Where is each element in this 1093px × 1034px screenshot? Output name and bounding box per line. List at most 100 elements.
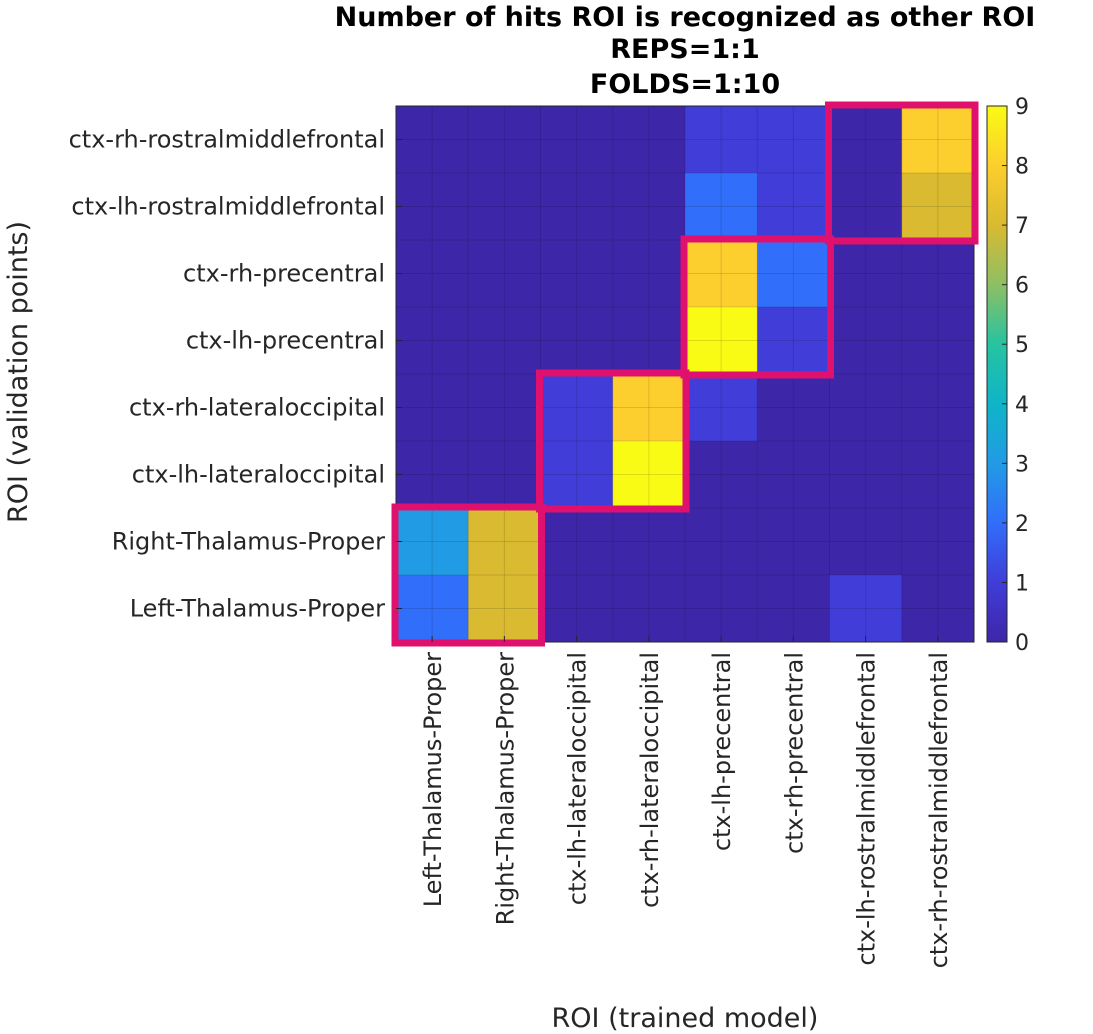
heatmap-cell: [901, 441, 975, 509]
heatmap-cell: [468, 307, 541, 375]
y-tick-label: ctx-rh-rostralmiddlefrontal: [69, 126, 385, 154]
heatmap-cell: [829, 240, 903, 308]
heatmap-cell: [757, 240, 830, 308]
heatmap-cell: [396, 106, 469, 174]
colorbar-tick-label: 9: [1015, 95, 1029, 120]
colorbar-tick-label: 0: [1015, 631, 1029, 656]
heatmap-cell: [468, 173, 541, 241]
x-tick-label: ctx-rh-lateraloccipital: [636, 652, 664, 908]
heatmap-cell: [468, 575, 541, 643]
heatmap-cell: [757, 106, 830, 174]
title-line-3: FOLDS=1:10: [590, 69, 780, 100]
heatmap-cell: [612, 307, 686, 375]
heatmap-cell: [468, 441, 541, 509]
x-tick-label: ctx-rh-rostralmiddlefrontal: [925, 652, 953, 968]
heatmap-cell: [612, 106, 686, 174]
y-tick-label: Left-Thalamus-Proper: [130, 595, 385, 623]
heatmap-cell: [612, 374, 686, 442]
heatmap-cell: [901, 374, 975, 442]
heatmap-cell: [540, 240, 614, 308]
heatmap-cell: [612, 441, 686, 509]
heatmap-cells: [396, 106, 975, 643]
heatmap-cell: [829, 307, 903, 375]
heatmap-cell: [396, 374, 469, 442]
heatmap-cell: [829, 106, 903, 174]
heatmap-cell: [901, 240, 975, 308]
heatmap-cell: [757, 307, 830, 375]
heatmap-cell: [901, 173, 975, 241]
colorbar-tick-label: 7: [1015, 214, 1029, 239]
heatmap-cell: [396, 307, 469, 375]
x-tick-label: ctx-lh-precentral: [708, 652, 736, 851]
title-line-1: Number of hits ROI is recognized as othe…: [335, 2, 1036, 33]
heatmap-cell: [396, 240, 469, 308]
x-tick-label: ctx-rh-precentral: [780, 652, 808, 854]
highlight-block: [825, 101, 979, 245]
heatmap-cell: [685, 374, 758, 442]
heatmap-cell: [757, 173, 830, 241]
colorbar-gradient: [986, 105, 1008, 643]
x-tick-label: Right-Thalamus-Proper: [491, 652, 519, 925]
y-axis-label: ROI (validation points): [3, 221, 34, 523]
heatmap-cell: [829, 173, 903, 241]
heatmap-cell: [612, 575, 686, 643]
heatmap-cell: [540, 508, 614, 576]
heatmap-cell: [685, 441, 758, 509]
heatmap-cell: [829, 374, 903, 442]
heatmap-cell: [540, 173, 614, 241]
colorbar: 0 1 2 3 4 5 6 7 8 9: [986, 95, 1029, 656]
heatmap-cell: [540, 575, 614, 643]
highlight-blocks: [391, 101, 979, 647]
x-tick-label: ctx-lh-lateraloccipital: [564, 652, 592, 905]
x-tick-labels: Left-Thalamus-Proper Right-Thalamus-Prope…: [419, 636, 953, 968]
heatmap-cell: [540, 374, 614, 442]
heatmap-cell: [685, 307, 758, 375]
heatmap-cell: [901, 508, 975, 576]
heatmap-cell: [685, 173, 758, 241]
title-line-2: REPS=1:1: [610, 34, 759, 65]
heatmap-cell: [396, 508, 469, 576]
heatmap-cell: [540, 307, 614, 375]
heatmap-cell: [612, 240, 686, 308]
y-tick-label: ctx-rh-lateraloccipital: [129, 394, 385, 422]
heatmap-cell: [757, 575, 830, 643]
heatmap-cell: [757, 441, 830, 509]
highlight-block: [680, 235, 834, 379]
heatmap-cell: [540, 106, 614, 174]
heatmap-cell: [829, 508, 903, 576]
heatmap-cell: [757, 374, 830, 442]
colorbar-tick-label: 3: [1015, 452, 1029, 477]
heatmap-cell: [829, 441, 903, 509]
x-axis-label: ROI (trained model): [552, 1003, 819, 1034]
colorbar-tick-label: 8: [1015, 155, 1029, 180]
colorbar-tick-label: 1: [1015, 571, 1029, 596]
chart-title: Number of hits ROI is recognized as othe…: [335, 2, 1036, 100]
colorbar-tick-label: 6: [1015, 274, 1029, 299]
heatmap-cell: [829, 575, 903, 643]
heatmap-cell: [685, 508, 758, 576]
heatmap-cell: [901, 106, 975, 174]
y-tick-label: ctx-lh-rostralmiddlefrontal: [71, 193, 385, 221]
x-tick-label: ctx-lh-rostralmiddlefrontal: [853, 652, 881, 966]
colorbar-tick-label: 5: [1015, 333, 1029, 358]
heatmap-cell: [540, 441, 614, 509]
heatmap-cell: [468, 374, 541, 442]
heatmap-cell: [396, 575, 469, 643]
colorbar-tick-label: 4: [1015, 393, 1029, 418]
y-tick-label: ctx-lh-lateraloccipital: [132, 461, 385, 489]
heatmap-cell: [612, 508, 686, 576]
y-tick-label: ctx-rh-precentral: [183, 260, 385, 288]
heatmap-cell: [396, 173, 469, 241]
highlight-block: [391, 503, 545, 647]
heatmap-cell: [757, 508, 830, 576]
heatmap-cell: [685, 240, 758, 308]
y-tick-label: ctx-lh-precentral: [186, 327, 385, 355]
heatmap-cell: [468, 240, 541, 308]
heatmap-cell: [396, 441, 469, 509]
heatmap-cell: [468, 106, 541, 174]
y-tick-label: Right-Thalamus-Proper: [112, 528, 385, 556]
colorbar-tick-label: 2: [1015, 512, 1029, 537]
highlight-block: [536, 369, 690, 513]
heatmap-cell: [901, 307, 975, 375]
